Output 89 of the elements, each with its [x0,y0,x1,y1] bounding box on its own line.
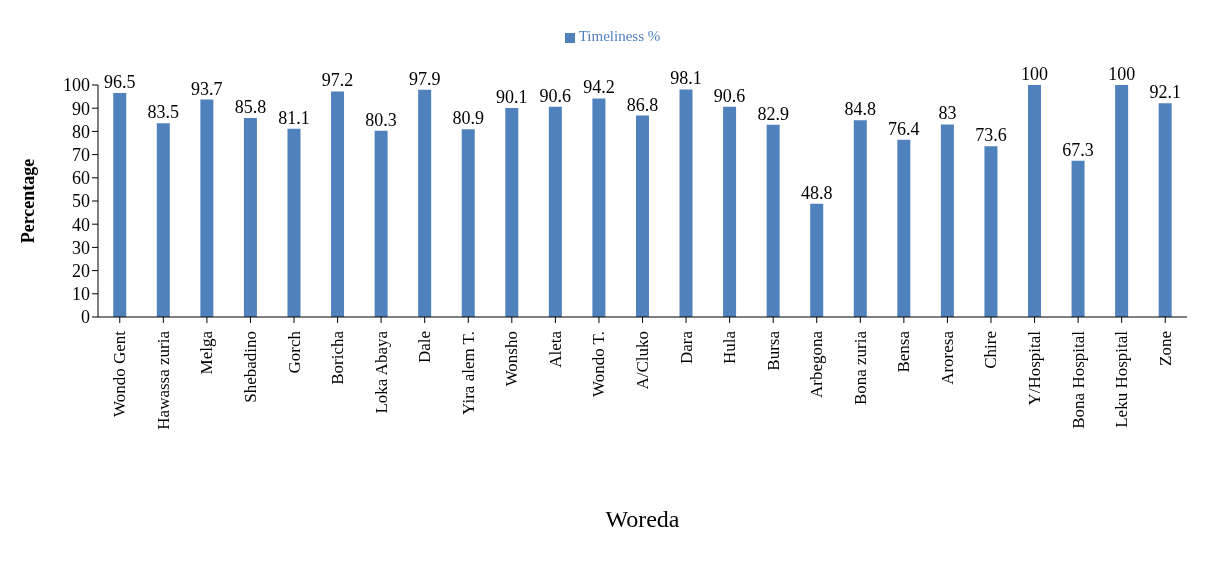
data-label: 93.7 [191,78,223,99]
data-label: 84.8 [844,99,877,120]
data-label: 94.2 [583,77,615,98]
x-tick-label: Yira alem T. [458,331,478,415]
x-tick-label: Shebadino [240,331,260,403]
bar [1071,160,1085,317]
bar [592,98,606,317]
x-axis-title: Woreda [605,506,680,532]
bar [331,91,345,317]
bar [374,130,388,317]
y-tick-label: 0 [81,307,90,328]
y-tick-label: 40 [72,214,90,235]
x-tick-label: Bona zuria [850,330,870,406]
bar [679,89,693,317]
data-label: 86.8 [626,94,659,115]
y-tick-label: 70 [72,144,90,165]
data-label: 85.8 [234,96,267,117]
bar [156,123,170,317]
bar [1115,85,1129,317]
data-label: 83.5 [147,102,180,123]
data-label: 81.1 [278,107,310,128]
y-tick-label: 60 [72,168,90,189]
data-label: 97.2 [321,70,354,91]
x-tick-label: Hawassa zuria [153,330,173,430]
bar [113,93,127,317]
x-tick-label: Dale [415,331,435,364]
data-label: 100 [1108,64,1136,84]
bar [635,115,649,317]
data-label: 90.1 [496,86,528,107]
y-tick-label: 90 [72,98,90,119]
x-tick-label: Loka Abaya [371,330,391,414]
bar [853,120,867,317]
data-label: 82.9 [757,103,789,124]
data-label: 80.9 [452,108,484,129]
data-label: 76.4 [888,118,920,139]
x-tick-label: A/Cluko [633,331,652,390]
data-label: 48.8 [800,182,833,203]
x-tick-label: Chire [981,331,1001,369]
bar [723,106,737,317]
data-label: 80.3 [365,109,397,130]
y-tick-label: 30 [72,237,90,258]
bar [984,146,998,317]
x-tick-label: Arbegona [807,330,827,399]
x-tick-label: Aroresa [937,330,957,385]
legend-label: Timeliness % [578,28,661,44]
data-label: 67.3 [1062,139,1094,160]
y-axis-title: Percentage [18,158,39,244]
bar [548,106,562,317]
data-label: 100 [1021,64,1049,84]
x-tick-label: Bursa [763,330,783,371]
bar [1028,85,1042,317]
y-tick-label: 50 [72,191,90,212]
y-tick-label: 10 [72,284,90,305]
data-label: 92.1 [1149,82,1181,103]
x-tick-label: Melga [197,330,217,375]
data-label: 98.1 [670,68,702,89]
x-tick-label: Wonsho [502,331,522,387]
x-tick-label: Aleta [545,330,565,368]
data-label: 90.6 [713,85,746,106]
data-label: 96.5 [104,72,136,93]
y-tick-label: 20 [72,260,90,281]
x-tick-label: Wondo T. [589,331,609,397]
data-label: 73.6 [975,125,1007,146]
x-tick-label: Zone [1155,331,1175,366]
x-tick-label: Boricha [328,330,348,385]
bar [897,139,911,317]
x-tick-label: Leku Hospital [1112,330,1132,428]
x-tick-label: Dara [676,330,696,365]
bar [1158,103,1172,317]
data-label: 97.9 [408,68,441,89]
x-tick-label: Hula [720,330,740,365]
x-tick-label: Bensa [894,330,914,373]
bar [287,128,301,317]
y-tick-label: 100 [63,75,90,96]
x-tick-label: Gorch [284,330,304,374]
bar [418,89,432,317]
bar [766,124,780,317]
data-label: 90.6 [539,85,572,106]
y-tick-label: 80 [72,121,90,142]
x-tick-label: Wondo Gent [110,330,130,417]
bar [200,99,214,317]
x-tick-label: Bona Hospital [1068,330,1088,429]
bar [940,124,954,317]
bar [461,129,475,317]
data-label: 83 [938,103,957,124]
bar [505,107,519,317]
x-tick-label: Y/Hospital [1025,330,1045,406]
bar [243,117,257,317]
bar [810,203,824,317]
